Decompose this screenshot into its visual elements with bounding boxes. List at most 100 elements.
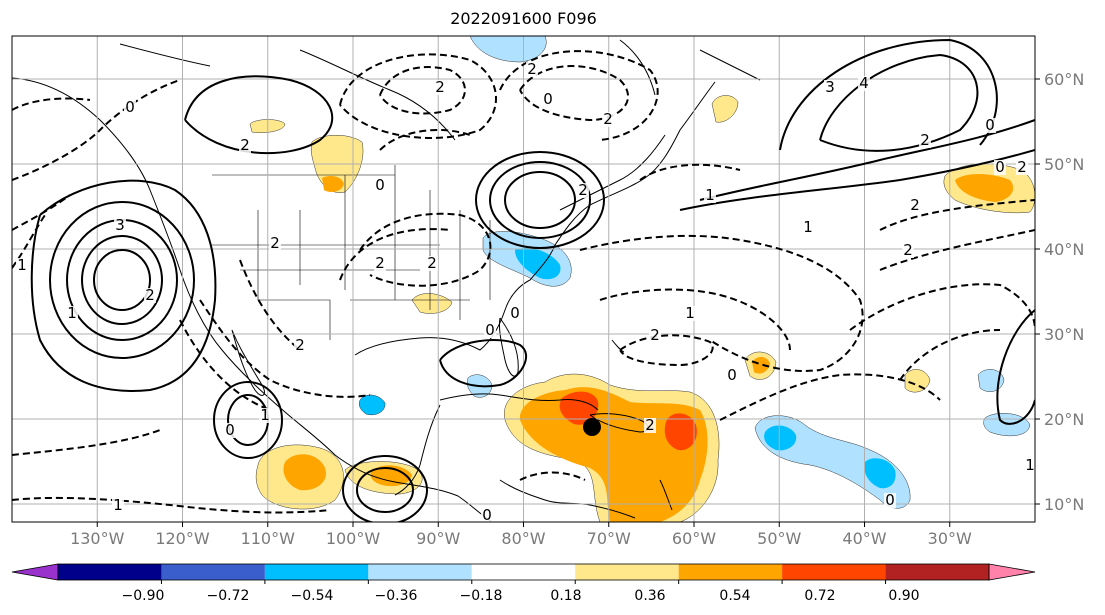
contour-label-bg bbox=[994, 160, 1006, 175]
colorbar bbox=[11, 563, 1036, 584]
contour-label: 2 bbox=[903, 241, 913, 259]
contour-label-bg bbox=[374, 256, 386, 271]
contour-label: 0 bbox=[995, 158, 1005, 176]
contour-label: 1 bbox=[803, 218, 813, 236]
contour-label-bg bbox=[269, 236, 281, 251]
contour-label: 3 bbox=[825, 78, 835, 96]
contour-label: 2 bbox=[270, 234, 280, 252]
contour-label-bg bbox=[1016, 160, 1028, 175]
contour-label: 0 bbox=[482, 506, 492, 524]
warm-anomaly-mexico-core bbox=[322, 176, 344, 192]
contour-label-bg bbox=[114, 218, 126, 233]
contour-label-bg bbox=[902, 243, 914, 258]
contour-label: 2 bbox=[295, 336, 305, 354]
colorbar-box bbox=[575, 564, 679, 580]
negative-contours bbox=[12, 50, 1035, 514]
contour-label-bg bbox=[481, 508, 493, 522]
lon-label: 130°W bbox=[70, 529, 125, 548]
lon-label: 60°W bbox=[672, 529, 716, 548]
colorbar-tick-label: −0.18 bbox=[460, 588, 503, 604]
colorbar-labels: −0.90 −0.72 −0.54 −0.36 −0.18 0.18 0.36 … bbox=[122, 588, 920, 604]
contour-label: 2 bbox=[645, 416, 655, 434]
contour-label: 0 bbox=[485, 321, 495, 339]
state-borders bbox=[212, 165, 491, 340]
contour-label: 2 bbox=[578, 181, 588, 199]
axis-ticks bbox=[96, 78, 1040, 527]
contour-label: 2 bbox=[240, 136, 250, 154]
positive-contours bbox=[30, 38, 1035, 522]
contour-label-bg bbox=[509, 306, 521, 321]
cold-anomaly-atlantic-core2 bbox=[864, 458, 896, 489]
contour-label-bg bbox=[112, 498, 124, 513]
cold-anomaly-north bbox=[469, 36, 547, 63]
lat-label: 30°N bbox=[1044, 325, 1084, 344]
colorbar-box bbox=[264, 564, 369, 580]
colorbar-box bbox=[58, 564, 162, 580]
contour-label: 0 bbox=[543, 90, 553, 108]
contour-label-bg bbox=[984, 118, 996, 133]
contour-label-bg bbox=[704, 188, 716, 203]
lat-label: 60°N bbox=[1044, 70, 1084, 89]
contour-label: 0 bbox=[985, 116, 995, 134]
contour-label: 1 bbox=[705, 186, 715, 204]
warm-anomaly-pacific-1-core bbox=[283, 454, 326, 491]
warm-anomaly-ne-atlantic-core bbox=[955, 174, 1014, 202]
longitude-labels: 130°W 120°W 110°W 100°W 90°W 80°W 70°W 6… bbox=[70, 529, 972, 548]
gridlines bbox=[12, 36, 1035, 522]
contour-label-bg bbox=[374, 178, 386, 193]
colorbar-tick-label: 0.72 bbox=[804, 588, 835, 604]
anomaly-fills bbox=[249, 36, 1035, 522]
contour-label-bg bbox=[644, 418, 656, 433]
figure-title: 2022091600 F096 bbox=[450, 9, 597, 28]
lat-label: 20°N bbox=[1044, 410, 1084, 429]
contour-label-bg bbox=[909, 198, 921, 213]
contour-label: 2 bbox=[375, 254, 385, 272]
contour-label-bg bbox=[858, 76, 870, 91]
colorbar-box bbox=[678, 564, 783, 580]
cold-anomaly-gulf bbox=[359, 394, 386, 416]
colorbar-tick-label: 0.18 bbox=[550, 588, 581, 604]
contour-label: 0 bbox=[727, 366, 737, 384]
lon-label: 120°W bbox=[155, 529, 210, 548]
contour-label-bg bbox=[66, 306, 78, 321]
contour-label: 1 bbox=[685, 304, 695, 322]
contour-label: 2 bbox=[650, 326, 660, 344]
lat-label: 50°N bbox=[1044, 155, 1084, 174]
contour-label: 2 bbox=[145, 286, 155, 304]
contour-label: 1 bbox=[67, 304, 77, 322]
contour-label-bg bbox=[294, 338, 306, 353]
contour-label: 0 bbox=[510, 304, 520, 322]
warm-anomaly-pacific-2-core bbox=[370, 465, 412, 487]
contour-label-bg bbox=[224, 423, 236, 438]
latitude-labels: 60°N 50°N 40°N 30°N 20°N 10°N bbox=[1044, 70, 1084, 514]
contour-label: 0 bbox=[225, 421, 235, 439]
colorbar-box bbox=[161, 564, 265, 580]
contour-label-bg bbox=[802, 220, 814, 235]
contour-label-bg bbox=[649, 328, 661, 343]
colorbar-tick-label: 0.36 bbox=[634, 588, 665, 604]
contour-label: 2 bbox=[920, 131, 930, 149]
lon-label: 110°W bbox=[241, 529, 296, 548]
contour-label-bg bbox=[434, 80, 446, 95]
contour-label-bg bbox=[577, 183, 589, 198]
colorbar-extend-high bbox=[988, 563, 1036, 581]
contour-label-bg bbox=[124, 100, 136, 115]
cold-anomaly-atlantic-core1 bbox=[764, 425, 797, 451]
colorbar-frame bbox=[57, 563, 990, 581]
contour-label-bg bbox=[484, 323, 496, 338]
contour-label: 2 bbox=[603, 110, 613, 128]
contour-label: 1 bbox=[17, 256, 27, 274]
contour-label: 1 bbox=[260, 406, 270, 424]
colorbar-tick-label: −0.36 bbox=[375, 588, 418, 604]
contour-label: 4 bbox=[859, 74, 869, 92]
contour-label: 1 bbox=[1025, 456, 1035, 474]
colorbar-box bbox=[471, 564, 576, 580]
contour-label-bg bbox=[602, 112, 614, 127]
lon-label: 50°W bbox=[757, 529, 801, 548]
warm-anomaly-atl-mid-core bbox=[752, 356, 770, 374]
lat-label: 10°N bbox=[1044, 495, 1084, 514]
colorbar-tick-label: −0.72 bbox=[207, 588, 250, 604]
